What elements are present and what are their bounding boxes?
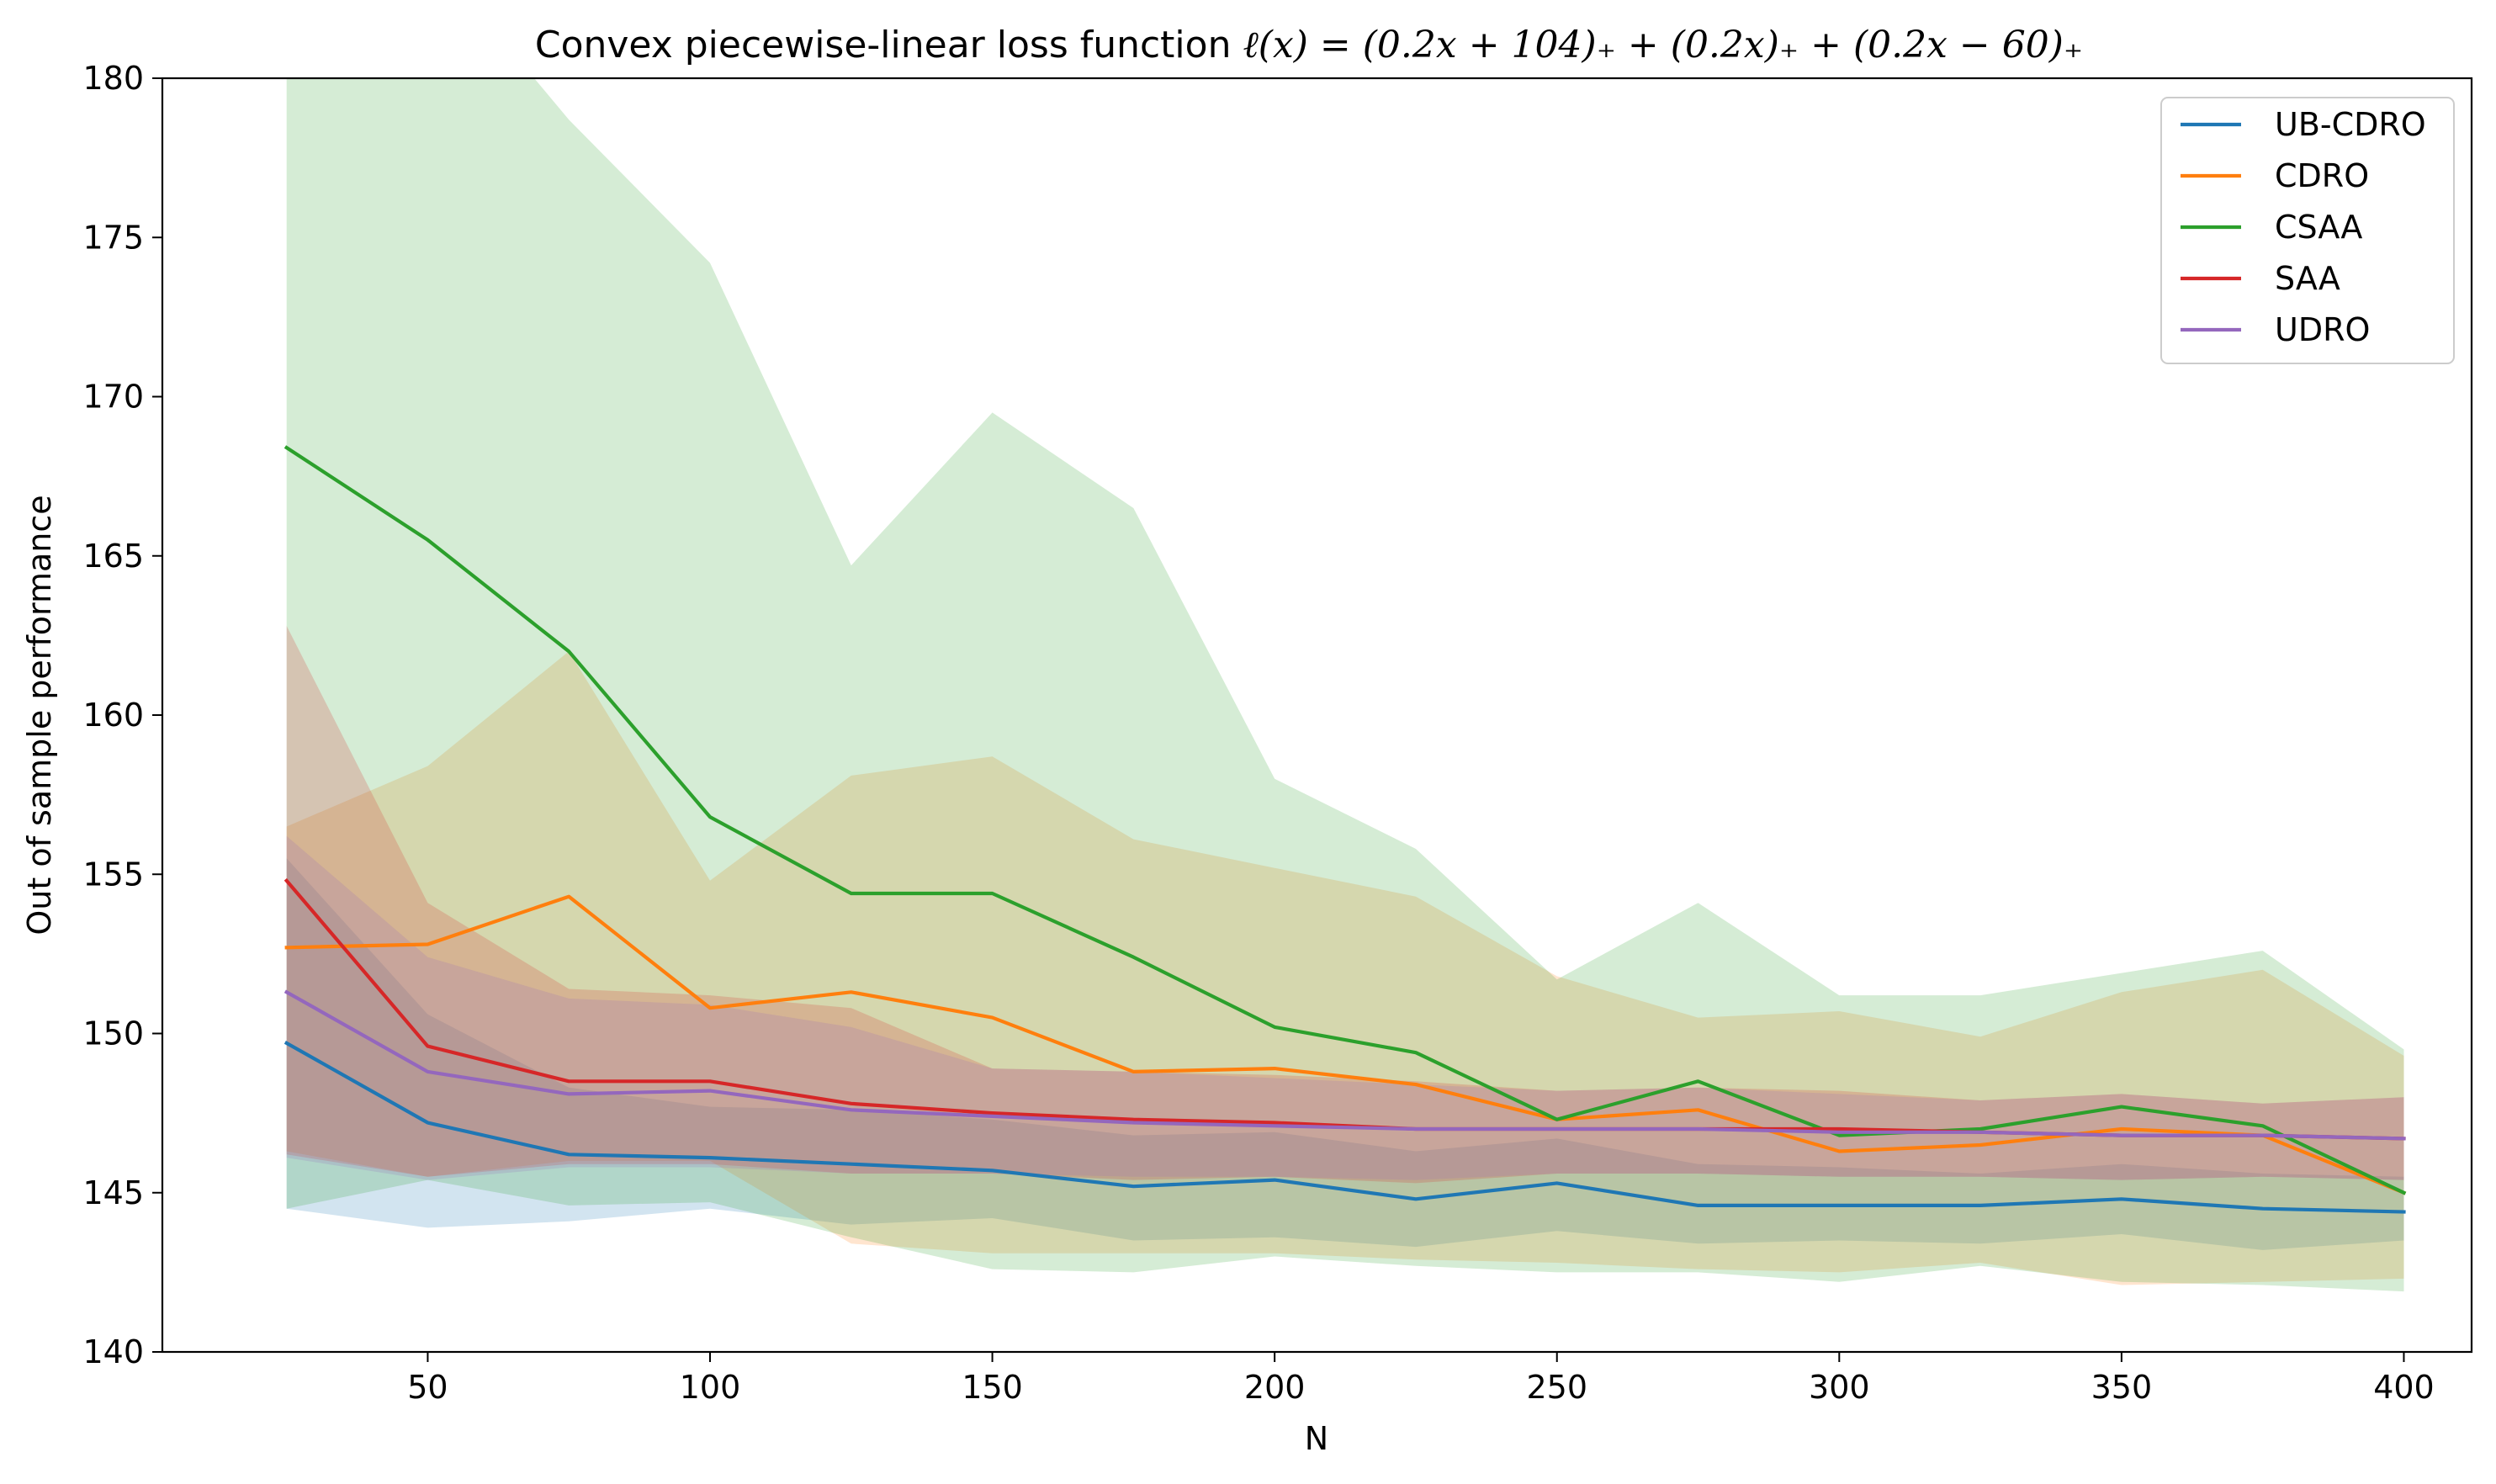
x-tick-label: 250 bbox=[1526, 1369, 1587, 1406]
chart-title-text: Convex piecewise-linear loss function bbox=[535, 24, 1243, 66]
x-tick-label: 50 bbox=[407, 1369, 448, 1406]
x-tick-label: 200 bbox=[1244, 1369, 1306, 1406]
band-ub-cdro bbox=[286, 858, 2404, 1250]
x-tick-label: 350 bbox=[2091, 1369, 2153, 1406]
line-udro bbox=[284, 989, 2406, 1141]
band-udro bbox=[286, 835, 2404, 1180]
y-tick-label: 180 bbox=[82, 60, 144, 97]
line-cdro bbox=[284, 894, 2407, 1195]
y-tick-label: 175 bbox=[82, 219, 144, 256]
y-tick-label: 140 bbox=[82, 1333, 144, 1370]
legend-label-ub-cdro: UB-CDRO bbox=[2275, 106, 2426, 143]
y-tick-label: 160 bbox=[82, 697, 144, 734]
line-ub-cdro bbox=[284, 1041, 2406, 1214]
chart-title-formula: ℓ(x) = (0.2x + 104)₊ + (0.2x)₊ + (0.2x −… bbox=[1243, 24, 2083, 66]
legend-label-saa: SAA bbox=[2275, 260, 2340, 297]
legend-label-udro: UDRO bbox=[2275, 311, 2370, 348]
legend-label-cdro: CDRO bbox=[2275, 157, 2369, 194]
y-axis-ticks: 140 145 150 155 160 165 170 175 180 bbox=[82, 60, 162, 1370]
y-tick-label: 150 bbox=[82, 1015, 144, 1052]
confidence-bands bbox=[286, 78, 2404, 1292]
x-tick-label: 150 bbox=[962, 1369, 1023, 1406]
legend-items: UB-CDRO CDRO CSAA SAA UDRO bbox=[2181, 106, 2426, 348]
x-tick-label: 300 bbox=[1809, 1369, 1870, 1406]
band-csaa bbox=[286, 78, 2404, 1292]
chart-title: Convex piecewise-linear loss function ℓ(… bbox=[535, 24, 2083, 66]
legend-box bbox=[2160, 97, 2455, 364]
band-saa bbox=[286, 626, 2404, 1184]
band-cdro bbox=[286, 651, 2404, 1285]
legend-label-csaa: CSAA bbox=[2275, 209, 2362, 246]
x-tick-label: 400 bbox=[2373, 1369, 2435, 1406]
line-csaa bbox=[284, 445, 2407, 1195]
y-tick-label: 145 bbox=[82, 1174, 144, 1211]
x-axis-label: N bbox=[1305, 1420, 1328, 1457]
y-tick-label: 170 bbox=[82, 379, 144, 416]
x-axis-ticks: 50 100 150 200 250 300 350 400 bbox=[407, 1352, 2435, 1406]
y-tick-label: 165 bbox=[82, 538, 144, 575]
series-lines bbox=[284, 445, 2407, 1214]
y-tick-label: 155 bbox=[82, 856, 144, 893]
y-axis-label: Out of sample performance bbox=[21, 495, 58, 935]
legend: UB-CDRO CDRO CSAA SAA UDRO bbox=[2160, 97, 2455, 364]
x-tick-label: 100 bbox=[680, 1369, 741, 1406]
